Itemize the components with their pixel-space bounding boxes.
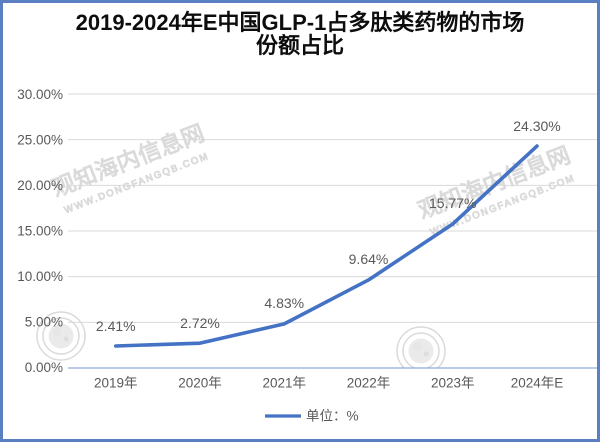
svg-text:2024年E: 2024年E xyxy=(511,376,564,391)
svg-text:0.00%: 0.00% xyxy=(25,360,63,375)
svg-text:2023年: 2023年 xyxy=(431,376,475,391)
svg-text:2.72%: 2.72% xyxy=(180,315,220,331)
svg-text:10.00%: 10.00% xyxy=(17,269,63,284)
svg-text:9.64%: 9.64% xyxy=(349,251,389,267)
svg-text:15.77%: 15.77% xyxy=(429,195,476,211)
svg-text:24.30%: 24.30% xyxy=(513,118,560,134)
svg-text:2019年: 2019年 xyxy=(94,376,138,391)
svg-text:2022年: 2022年 xyxy=(347,376,391,391)
svg-text:单位：%: 单位：% xyxy=(306,409,359,424)
svg-text:2.41%: 2.41% xyxy=(96,318,136,334)
svg-text:15.00%: 15.00% xyxy=(17,224,63,239)
svg-text:4.83%: 4.83% xyxy=(264,295,304,311)
svg-text:30.00%: 30.00% xyxy=(17,87,63,102)
svg-text:20.00%: 20.00% xyxy=(17,178,63,193)
svg-text:2021年: 2021年 xyxy=(262,376,306,391)
svg-text:2020年: 2020年 xyxy=(178,376,222,391)
svg-text:5.00%: 5.00% xyxy=(25,315,63,330)
svg-text:25.00%: 25.00% xyxy=(17,133,63,148)
